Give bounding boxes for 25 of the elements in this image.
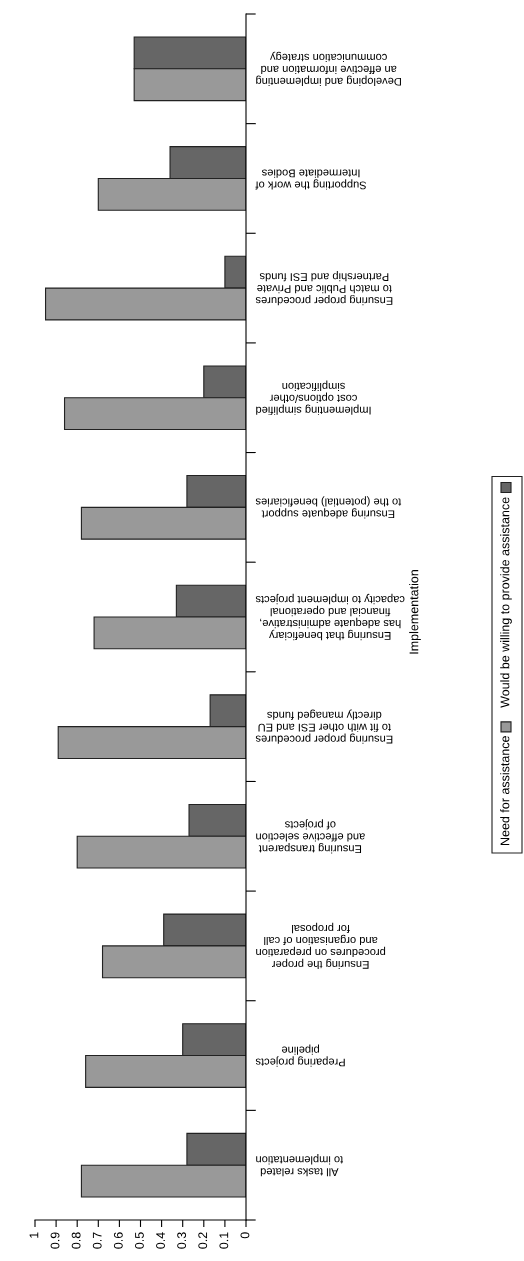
- y-tick-label: Supporting the work of Intermediate Bodies: [255, 169, 367, 190]
- x-tick-label: 0.3: [177, 1232, 187, 1249]
- y-tick-label: Developing and implementing an effective information and communication strategy: [256, 51, 401, 86]
- x-tick-label: 0.1: [219, 1232, 229, 1249]
- text: Implementation: [409, 570, 421, 654]
- x-tick-label: 0.6: [113, 1232, 123, 1249]
- y-tick-label: Ensuring the proper procedures on preparation and organisation of call for proposal: [256, 922, 386, 970]
- y-tick-label: Ensuring transparent and effective selection of projects: [256, 819, 365, 854]
- y-tick-label: Ensuring that beneficiary has adequate administrative, financial and operational capacity to implement projects: [255, 593, 405, 641]
- y-tick-label: All tasks related to implementation: [256, 1154, 344, 1177]
- x-tick-label: 0.8: [71, 1232, 81, 1249]
- x-tick-label: 1: [29, 1232, 39, 1238]
- x-tick-label: 0.2: [198, 1232, 208, 1249]
- y-tick-label: Ensuring proper procedures to match Public and Private Partnership and ESI funds: [255, 270, 393, 306]
- y-tick-label: Implementing simplified cost options/other simplification: [256, 380, 371, 415]
- legend-label: Would be willing to provide assistance: [500, 497, 512, 708]
- x-tick-label: 0.5: [135, 1232, 144, 1249]
- legend-label: Need for assistance: [500, 736, 510, 845]
- x-tick-label: 0.4: [156, 1232, 165, 1249]
- x-tick-label: 0: [240, 1232, 250, 1239]
- y-tick-label: Preparing projects pipeline: [255, 1044, 345, 1067]
- y-tick-label: Ensuring adequate support to the (potential) beneficiaries: [255, 496, 402, 519]
- y-tick-label: Ensuring proper procedures to fit with other ESI and EU directly managed funds: [255, 709, 393, 744]
- x-tick-label: 0.9: [50, 1232, 60, 1249]
- x-tick-label: 0.7: [92, 1232, 102, 1249]
